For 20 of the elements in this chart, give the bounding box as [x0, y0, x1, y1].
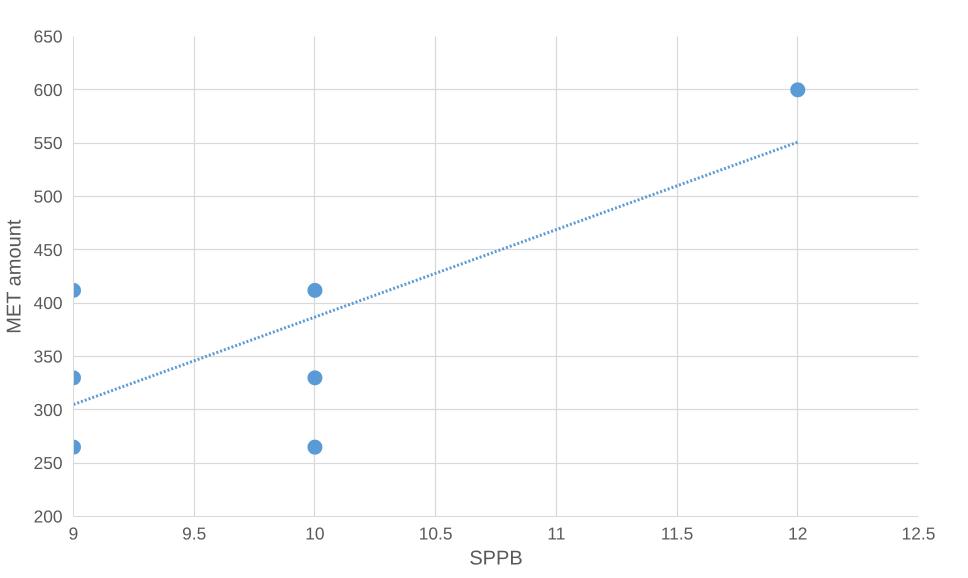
x-tick-label: 10.5: [418, 524, 453, 544]
x-tick-label: 11: [547, 524, 566, 544]
y-tick-label: 550: [34, 133, 63, 154]
x-tick-label: 9: [68, 524, 78, 544]
x-tick-label: 9.5: [182, 524, 206, 544]
y-tick-label: 450: [34, 240, 63, 260]
y-tick-label: 300: [34, 400, 63, 420]
y-tick-label: 350: [34, 346, 63, 366]
y-axis-title: MET amount: [4, 219, 26, 334]
y-tick-label: 600: [34, 80, 63, 100]
y-tick-label: 200: [34, 506, 63, 526]
y-tick-label: 500: [34, 186, 63, 206]
y-tick-label: 250: [34, 453, 63, 474]
y-tick-label: 400: [34, 293, 63, 314]
x-tick-label: 12.5: [902, 524, 936, 544]
x-axis-title: SPPB: [469, 548, 523, 570]
x-tick-label: 11.5: [660, 524, 694, 544]
x-tick-label: 12: [788, 524, 808, 544]
y-tick-label: 650: [34, 26, 63, 46]
x-tick-label: 10: [305, 524, 325, 544]
